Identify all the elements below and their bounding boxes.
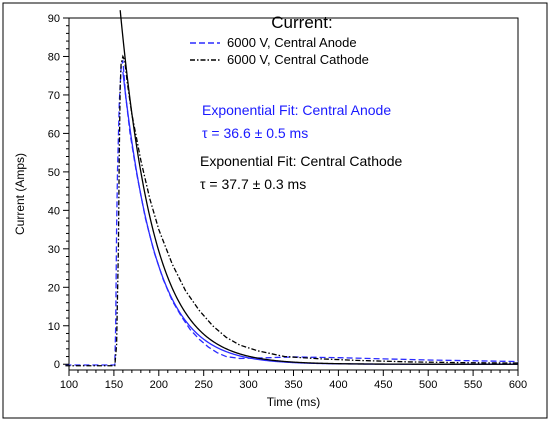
legend-entry-anode: 6000 V, Central Anode <box>227 35 357 50</box>
annotation-cathode-tau: τ = 37.7 ± 0.3 ms <box>200 176 306 192</box>
plot-area: 100 150 200 250 300 350 400 450 500 550 600 0 10 20 3… <box>48 10 527 391</box>
annotations: Exponential Fit: Central Anode τ = 36.6 … <box>200 102 403 192</box>
legend-entry-cathode: 6000 V, Central Cathode <box>227 52 369 67</box>
legend-title: Current: <box>271 13 332 32</box>
y-tick-label: 20 <box>48 282 60 294</box>
y-tick-label: 30 <box>48 244 60 256</box>
annotation-anode-fit-title: Exponential Fit: Central Anode <box>202 102 391 118</box>
y-tick-label: 90 <box>48 13 60 25</box>
x-axis: 100 150 200 250 300 350 400 450 500 550 600 <box>60 370 527 391</box>
series-line-3 <box>119 10 518 365</box>
y-tick-label: 50 <box>48 167 60 179</box>
x-tick-label: 300 <box>239 379 257 391</box>
annotation-anode-tau: τ = 36.6 ± 0.5 ms <box>202 125 308 141</box>
y-axis-label: Current (Amps) <box>13 153 27 235</box>
x-tick-label: 200 <box>150 379 168 391</box>
x-tick-label: 450 <box>374 379 392 391</box>
y-tick-label: 40 <box>48 205 60 217</box>
series-line-1 <box>65 54 519 367</box>
x-tick-label: 350 <box>284 379 302 391</box>
x-tick-label: 600 <box>509 379 527 391</box>
series-layer <box>65 10 519 367</box>
x-tick-label: 400 <box>329 379 347 391</box>
y-tick-label: 80 <box>48 51 60 63</box>
x-tick-label: 550 <box>464 379 482 391</box>
y-tick-label: 60 <box>48 128 60 140</box>
y-tick-label: 70 <box>48 90 60 102</box>
x-tick-label: 500 <box>419 379 437 391</box>
x-tick-label: 250 <box>195 379 213 391</box>
plot-frame <box>68 17 519 371</box>
annotation-cathode-fit-title: Exponential Fit: Central Cathode <box>200 153 403 169</box>
legend: Current: 6000 V, Central Anode 6000 V, C… <box>190 13 369 67</box>
x-tick-label: 100 <box>60 379 78 391</box>
y-tick-label: 10 <box>48 321 60 333</box>
y-tick-label: 0 <box>54 359 60 371</box>
x-tick-label: 150 <box>105 379 123 391</box>
y-axis: 0 10 20 30 40 50 60 70 80 90 <box>48 13 69 371</box>
series-line-0 <box>65 60 519 366</box>
x-axis-label: Time (ms) <box>267 395 321 409</box>
